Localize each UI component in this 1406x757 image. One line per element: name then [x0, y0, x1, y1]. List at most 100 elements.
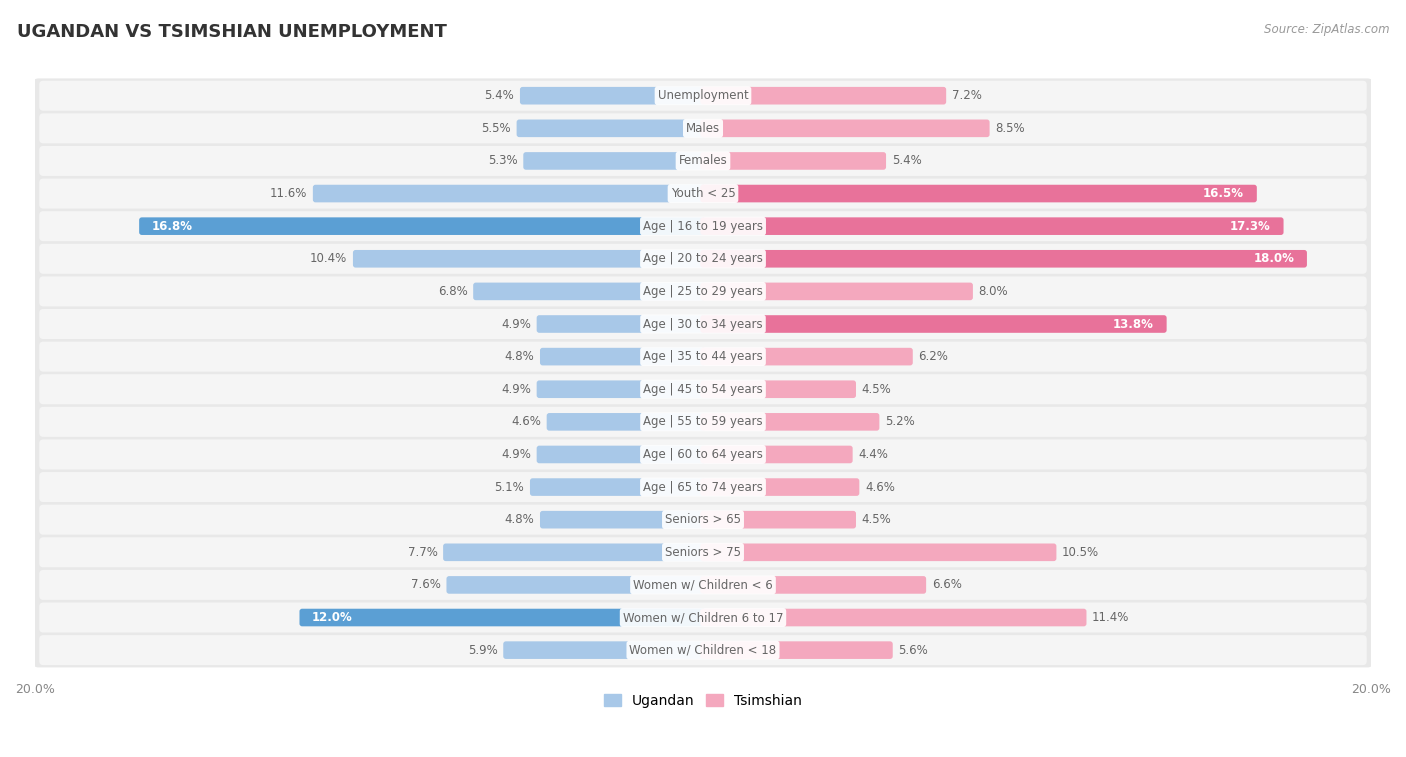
- FancyBboxPatch shape: [39, 570, 1367, 600]
- FancyBboxPatch shape: [547, 413, 706, 431]
- Text: 4.6%: 4.6%: [865, 481, 894, 494]
- Text: Seniors > 75: Seniors > 75: [665, 546, 741, 559]
- FancyBboxPatch shape: [537, 315, 706, 333]
- FancyBboxPatch shape: [39, 537, 1367, 567]
- Text: Females: Females: [679, 154, 727, 167]
- FancyBboxPatch shape: [520, 87, 706, 104]
- Text: 4.6%: 4.6%: [512, 416, 541, 428]
- FancyBboxPatch shape: [700, 315, 1167, 333]
- FancyBboxPatch shape: [39, 81, 1367, 111]
- FancyBboxPatch shape: [700, 381, 856, 398]
- Text: Age | 25 to 29 years: Age | 25 to 29 years: [643, 285, 763, 298]
- Text: Males: Males: [686, 122, 720, 135]
- FancyBboxPatch shape: [537, 446, 706, 463]
- FancyBboxPatch shape: [540, 511, 706, 528]
- FancyBboxPatch shape: [700, 152, 886, 170]
- FancyBboxPatch shape: [139, 217, 706, 235]
- Text: 10.4%: 10.4%: [309, 252, 347, 265]
- FancyBboxPatch shape: [447, 576, 706, 593]
- Text: Age | 65 to 74 years: Age | 65 to 74 years: [643, 481, 763, 494]
- Text: 10.5%: 10.5%: [1062, 546, 1099, 559]
- Text: 4.5%: 4.5%: [862, 383, 891, 396]
- Text: 12.0%: 12.0%: [312, 611, 353, 624]
- FancyBboxPatch shape: [34, 372, 1372, 407]
- Text: 4.8%: 4.8%: [505, 513, 534, 526]
- Text: 7.6%: 7.6%: [411, 578, 441, 591]
- Text: 17.3%: 17.3%: [1230, 220, 1271, 232]
- FancyBboxPatch shape: [700, 609, 1087, 626]
- Text: 5.6%: 5.6%: [898, 643, 928, 656]
- FancyBboxPatch shape: [39, 407, 1367, 437]
- FancyBboxPatch shape: [34, 274, 1372, 309]
- Text: 6.2%: 6.2%: [918, 350, 948, 363]
- Text: Women w/ Children < 18: Women w/ Children < 18: [630, 643, 776, 656]
- Text: 4.8%: 4.8%: [505, 350, 534, 363]
- FancyBboxPatch shape: [39, 440, 1367, 469]
- FancyBboxPatch shape: [34, 404, 1372, 439]
- Text: 5.2%: 5.2%: [884, 416, 915, 428]
- FancyBboxPatch shape: [353, 250, 706, 267]
- FancyBboxPatch shape: [474, 282, 706, 301]
- Text: Women w/ Children < 6: Women w/ Children < 6: [633, 578, 773, 591]
- Text: 6.6%: 6.6%: [932, 578, 962, 591]
- Legend: Ugandan, Tsimshian: Ugandan, Tsimshian: [599, 689, 807, 714]
- Text: 5.4%: 5.4%: [485, 89, 515, 102]
- Text: 4.9%: 4.9%: [501, 448, 531, 461]
- FancyBboxPatch shape: [700, 576, 927, 593]
- FancyBboxPatch shape: [314, 185, 706, 202]
- Text: 16.8%: 16.8%: [152, 220, 193, 232]
- FancyBboxPatch shape: [540, 347, 706, 366]
- Text: 7.7%: 7.7%: [408, 546, 437, 559]
- Text: Age | 30 to 34 years: Age | 30 to 34 years: [643, 317, 763, 331]
- FancyBboxPatch shape: [34, 600, 1372, 635]
- Text: Age | 20 to 24 years: Age | 20 to 24 years: [643, 252, 763, 265]
- Text: 7.2%: 7.2%: [952, 89, 981, 102]
- FancyBboxPatch shape: [34, 503, 1372, 537]
- Text: 6.8%: 6.8%: [437, 285, 468, 298]
- Text: 4.9%: 4.9%: [501, 383, 531, 396]
- Text: 8.0%: 8.0%: [979, 285, 1008, 298]
- FancyBboxPatch shape: [700, 347, 912, 366]
- FancyBboxPatch shape: [34, 307, 1372, 341]
- FancyBboxPatch shape: [34, 470, 1372, 504]
- FancyBboxPatch shape: [39, 341, 1367, 372]
- FancyBboxPatch shape: [39, 505, 1367, 534]
- FancyBboxPatch shape: [34, 438, 1372, 472]
- FancyBboxPatch shape: [39, 179, 1367, 209]
- Text: 4.4%: 4.4%: [858, 448, 889, 461]
- Text: 5.9%: 5.9%: [468, 643, 498, 656]
- Text: 5.5%: 5.5%: [481, 122, 510, 135]
- FancyBboxPatch shape: [34, 339, 1372, 374]
- Text: 18.0%: 18.0%: [1253, 252, 1295, 265]
- FancyBboxPatch shape: [34, 568, 1372, 603]
- Text: Age | 35 to 44 years: Age | 35 to 44 years: [643, 350, 763, 363]
- FancyBboxPatch shape: [700, 217, 1284, 235]
- FancyBboxPatch shape: [34, 79, 1372, 113]
- FancyBboxPatch shape: [34, 209, 1372, 244]
- FancyBboxPatch shape: [34, 633, 1372, 668]
- Text: Youth < 25: Youth < 25: [671, 187, 735, 200]
- FancyBboxPatch shape: [700, 478, 859, 496]
- FancyBboxPatch shape: [39, 146, 1367, 176]
- FancyBboxPatch shape: [39, 211, 1367, 241]
- Text: 11.4%: 11.4%: [1092, 611, 1129, 624]
- FancyBboxPatch shape: [39, 309, 1367, 339]
- Text: Source: ZipAtlas.com: Source: ZipAtlas.com: [1264, 23, 1389, 36]
- FancyBboxPatch shape: [700, 544, 1056, 561]
- Text: 5.3%: 5.3%: [488, 154, 517, 167]
- FancyBboxPatch shape: [700, 282, 973, 301]
- FancyBboxPatch shape: [700, 87, 946, 104]
- FancyBboxPatch shape: [516, 120, 706, 137]
- FancyBboxPatch shape: [700, 250, 1308, 267]
- FancyBboxPatch shape: [700, 446, 852, 463]
- Text: 13.8%: 13.8%: [1114, 317, 1154, 331]
- FancyBboxPatch shape: [34, 111, 1372, 145]
- FancyBboxPatch shape: [503, 641, 706, 659]
- Text: 4.5%: 4.5%: [862, 513, 891, 526]
- FancyBboxPatch shape: [39, 374, 1367, 404]
- FancyBboxPatch shape: [700, 641, 893, 659]
- FancyBboxPatch shape: [700, 185, 1257, 202]
- FancyBboxPatch shape: [700, 511, 856, 528]
- FancyBboxPatch shape: [34, 176, 1372, 211]
- Text: Age | 45 to 54 years: Age | 45 to 54 years: [643, 383, 763, 396]
